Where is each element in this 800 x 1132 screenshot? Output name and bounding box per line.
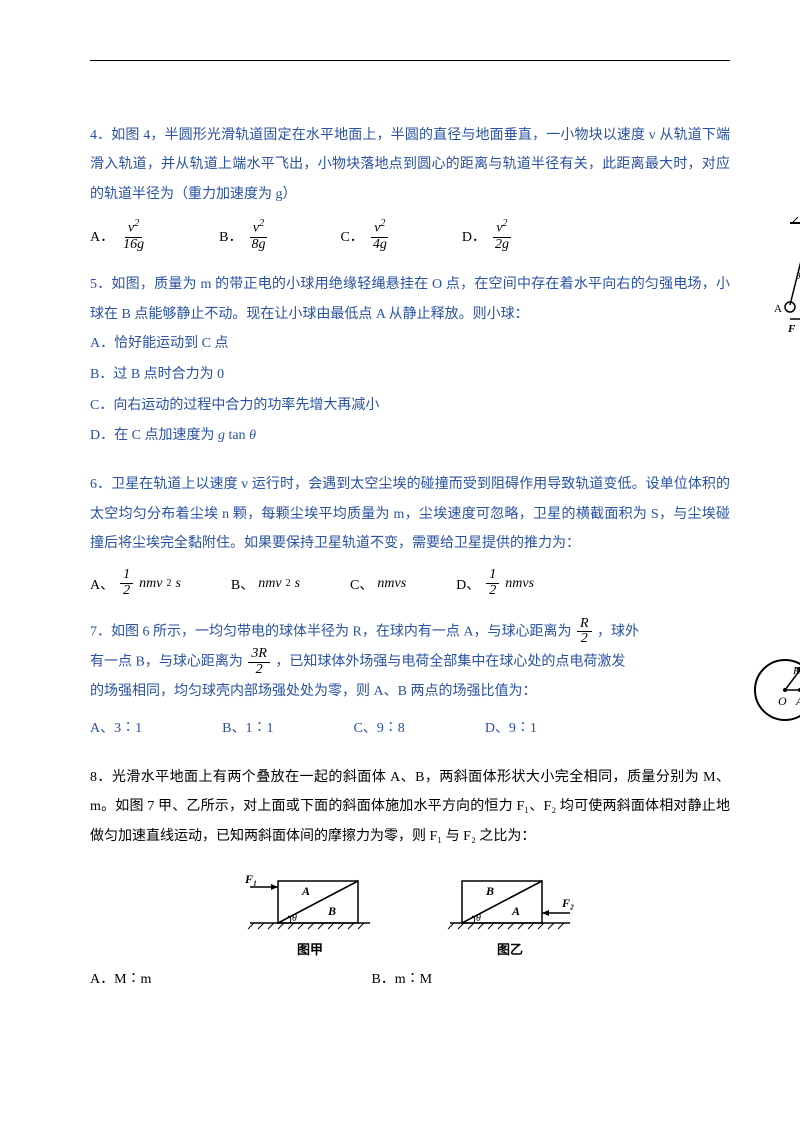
q7-opt-d: D、9∶1	[485, 717, 537, 737]
question-5: 5．如图，质量为 m 的带正电的小球用绝缘轻绳悬挂在 O 点，在空间中存在着水平…	[90, 270, 730, 452]
q8-opt-b: B．m∶M	[371, 968, 432, 988]
q4-opt-a: A． v216g	[90, 219, 149, 252]
q4-options: A． v216g B． v28g C． v24g D． v22g	[90, 219, 730, 252]
q4-opt-b: B． v28g	[219, 219, 270, 252]
q6-opt-d: D、 12nmvs	[456, 568, 534, 598]
svg-text:A: A	[795, 694, 800, 708]
q5-opt-c: C．向右运动的过程中合力的功率先增大再减小	[90, 391, 730, 422]
svg-text:B: B	[327, 904, 336, 918]
q6-text: 6．卫星在轨道上以速度 v 运行时，会遇到太空尘埃的碰撞而受到阻碍作用导致轨道变…	[90, 470, 730, 558]
svg-text:A: A	[511, 904, 520, 918]
svg-text:A: A	[774, 303, 782, 315]
q5-opt-b: B．过 B 点时合力为 0	[90, 360, 730, 391]
svg-text:B: B	[485, 884, 494, 898]
page: O θ/2 θ/2 A B C F R O A	[0, 0, 800, 1046]
svg-text:θ/2: θ/2	[796, 271, 800, 281]
q7-options: A、3∶1 B、1∶1 C、9∶8 D、9∶1	[90, 717, 730, 737]
q6-opt-c: C、nmvs	[350, 574, 406, 594]
q4-opt-c: C． v24g	[340, 219, 391, 252]
figure-q5: O θ/2 θ/2 A B C F	[770, 215, 800, 340]
q6-opt-b: B、nmv2s	[231, 574, 300, 594]
q5-opt-a: A．恰好能运动到 C 点	[90, 329, 730, 360]
svg-text:R: R	[792, 665, 800, 677]
svg-text:θ: θ	[292, 913, 297, 924]
svg-text:F: F	[787, 323, 796, 335]
q5-opt-d: D．在 C 点加速度为 g tan θ	[90, 421, 730, 452]
svg-text:F₂: F₂	[561, 896, 574, 910]
svg-text:F₁: F₁	[244, 872, 257, 886]
q8-opt-a: A．M∶m	[90, 968, 151, 988]
figure-q7: R O A B	[750, 650, 800, 735]
cap-left: 图甲	[297, 939, 323, 958]
q5-text: 5．如图，质量为 m 的带正电的小球用绝缘轻绳悬挂在 O 点，在空间中存在着水平…	[90, 270, 730, 329]
figure-q8-left: θ A B F₁ 图甲	[240, 865, 380, 958]
figure-q8-right: θ B A F₂ 图乙	[440, 865, 580, 958]
cap-right: 图乙	[497, 939, 523, 958]
q7-opt-a: A、3∶1	[90, 717, 142, 737]
svg-text:O: O	[778, 694, 787, 708]
svg-text:A: A	[301, 884, 310, 898]
q8-text: 8．光滑水平地面上有两个叠放在一起的斜面体 A、B，两斜面体形状大小完全相同，质…	[90, 763, 730, 851]
q7-text: 7．如图 6 所示，一均匀带电的球体半径为 R，在球内有一点 A，与球心距离为 …	[90, 617, 730, 707]
q6-options: A、 12nmv2s B、nmv2s C、nmvs D、 12nmvs	[90, 568, 730, 598]
question-8: 8．光滑水平地面上有两个叠放在一起的斜面体 A、B，两斜面体形状大小完全相同，质…	[90, 763, 730, 988]
q8-options: A．M∶m B．m∶M	[90, 968, 730, 988]
q4-text: 4．如图 4，半圆形光滑轨道固定在水平地面上，半圆的直径与地面垂直，一小物块以速…	[90, 121, 730, 209]
q6-opt-a: A、 12nmv2s	[90, 568, 181, 598]
question-6: 6．卫星在轨道上以速度 v 运行时，会遇到太空尘埃的碰撞而受到阻碍作用导致轨道变…	[90, 470, 730, 599]
question-7: 7．如图 6 所示，一均匀带电的球体半径为 R，在球内有一点 A，与球心距离为 …	[90, 617, 730, 737]
q7-opt-c: C、9∶8	[353, 717, 404, 737]
q5-options: A．恰好能运动到 C 点 B．过 B 点时合力为 0 C．向右运动的过程中合力的…	[90, 329, 730, 452]
svg-text:θ: θ	[476, 913, 481, 924]
q8-figures: θ A B F₁ 图甲	[90, 865, 730, 958]
q7-opt-b: B、1∶1	[222, 717, 273, 737]
question-4: 4．如图 4，半圆形光滑轨道固定在水平地面上，半圆的直径与地面垂直，一小物块以速…	[90, 121, 730, 252]
top-rule	[90, 60, 730, 61]
q4-opt-d: D． v22g	[462, 219, 514, 252]
